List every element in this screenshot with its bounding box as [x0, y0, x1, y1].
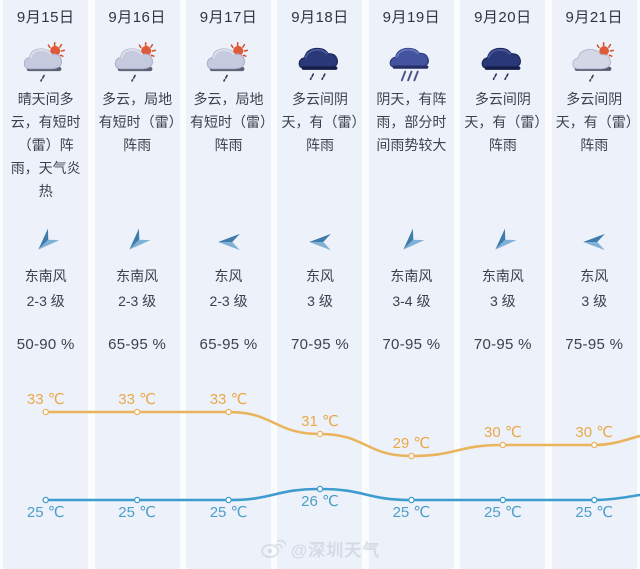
- low-temp-point: [133, 496, 141, 504]
- sun-cloud-shower-icon: [186, 36, 271, 88]
- wind-level-label: 3 级: [307, 293, 333, 309]
- low-temp-label: 25 ℃: [210, 504, 248, 521]
- high-temp-label: 33 ℃: [210, 391, 248, 408]
- day-column: 9月18日 多云间阴天，有（雷）阵雨 东风 3 级 70-95 %: [277, 0, 363, 569]
- day-column: 9月20日 多云间阴天，有（雷）阵雨 东南风 3 级 70-95 %: [460, 0, 546, 569]
- date-label: 9月21日: [565, 9, 624, 26]
- low-temp-point: [591, 496, 598, 504]
- high-temp-label: 33 ℃: [27, 391, 65, 408]
- weather-description: 多云间阴天，有（雷）阵雨: [464, 91, 542, 153]
- wind-arrow-east-icon: [277, 228, 362, 256]
- high-temp-point: [42, 408, 49, 416]
- weather-description: 多云，局地有短时（雷）阵雨: [190, 91, 268, 153]
- date-label: 9月15日: [16, 9, 75, 26]
- low-temp-point: [499, 496, 507, 504]
- high-temp-label: 30 ℃: [484, 424, 522, 441]
- wind-arrow-southeast-icon: [3, 228, 88, 256]
- high-temp-label: 29 ℃: [393, 435, 431, 452]
- dark-cloud-shower-icon: [277, 36, 362, 88]
- wind-direction-label: 东南风: [390, 268, 433, 284]
- high-temp-point: [225, 408, 232, 416]
- sun-cloud-shower-icon: [3, 36, 88, 88]
- high-temp-point: [316, 430, 324, 438]
- sun-cloud-light-shower-icon: [552, 36, 637, 88]
- high-temp-point: [408, 452, 415, 460]
- wind-direction-label: 东南风: [481, 268, 524, 284]
- day-column: 9月17日 多云，局地有短时（雷）阵雨 东风 2-3 级 65-95 %: [186, 0, 272, 569]
- humidity-range-label: 70-95 %: [382, 336, 441, 353]
- low-temp-label: 25 ℃: [393, 504, 431, 521]
- low-temp-point: [42, 496, 49, 504]
- wind-direction-label: 东风: [580, 268, 609, 284]
- day-column: 9月16日 多云，局地有短时（雷）阵雨 东南风 2-3 级 65-95 %: [94, 0, 180, 569]
- humidity-range-label: 70-95 %: [473, 336, 532, 353]
- weather-description: 多云，局地有短时（雷）阵雨: [98, 91, 176, 153]
- high-temp-label: 30 ℃: [575, 424, 613, 441]
- low-temp-label: 25 ℃: [27, 504, 65, 521]
- wind-direction-label: 东风: [214, 268, 243, 284]
- weather-description: 多云间阴天，有（雷）阵雨: [555, 91, 633, 153]
- low-temp-point: [408, 496, 415, 504]
- high-temp-point: [591, 441, 598, 449]
- date-label: 9月20日: [474, 9, 532, 26]
- wind-level-label: 2-3 级: [26, 293, 65, 309]
- weather-description: 晴天间多云，有短时（雷）阵雨，天气炎热: [10, 91, 81, 199]
- low-temp-label: 25 ℃: [575, 504, 613, 521]
- humidity-range-label: 75-95 %: [565, 336, 624, 353]
- day-column: 9月15日 晴天间多云，有短时（雷）阵雨，天气炎热 东南风 2-3 级 50-9…: [3, 0, 89, 569]
- humidity-range-label: 65-95 %: [108, 336, 167, 353]
- wind-arrow-east-icon: [186, 228, 271, 256]
- low-temp-label: 25 ℃: [484, 504, 522, 521]
- wind-level-label: 3 级: [489, 293, 516, 309]
- high-temp-line: [44, 410, 640, 458]
- day-column: 9月21日 多云间阴天，有（雷）阵雨 东风 3 级 75-95 %: [551, 0, 637, 569]
- date-label: 9月18日: [291, 9, 349, 26]
- weather-description: 阴天，有阵雨，部分时间雨势较大: [376, 91, 447, 153]
- wind-level-label: 3-4 级: [392, 293, 431, 309]
- weibo-icon: [260, 539, 286, 558]
- humidity-range-label: 65-95 %: [199, 336, 258, 353]
- dark-cloud-shower-icon: [460, 36, 545, 88]
- wind-arrow-southeast-icon: [369, 228, 454, 256]
- date-label: 9月17日: [199, 9, 258, 26]
- humidity-range-label: 70-95 %: [290, 336, 349, 353]
- temperature-trend-chart: 33 ℃ 33 ℃ 33 ℃ 31 ℃ 29 ℃ 30 ℃ 30 ℃ 25 ℃ 25 ℃ 25 ℃…: [27, 391, 640, 521]
- sun-cloud-shower-icon: [95, 36, 180, 88]
- high-temp-label: 31 ℃: [301, 413, 339, 430]
- watermark: @深圳天气: [0, 535, 640, 561]
- day-column: 9月19日 阴天，有阵雨，部分时间雨势较大 东南风 3-4 级 70-95 %: [368, 0, 454, 569]
- low-temp-label: 25 ℃: [118, 504, 156, 521]
- weather-description: 多云间阴天，有（雷）阵雨: [281, 91, 359, 153]
- low-temp-line: [44, 487, 640, 502]
- wind-level-label: 2-3 级: [209, 293, 248, 309]
- high-temp-point: [133, 408, 141, 416]
- low-temp-label: 26 ℃: [301, 493, 339, 510]
- wind-direction-label: 东南风: [116, 268, 159, 284]
- wind-arrow-southeast-icon: [460, 228, 545, 256]
- wind-arrow-southeast-icon: [95, 228, 180, 256]
- date-label: 9月19日: [382, 9, 441, 26]
- wind-direction-label: 东风: [305, 268, 334, 284]
- watermark-text: @深圳天气: [290, 540, 381, 560]
- high-temp-label: 33 ℃: [118, 391, 156, 408]
- wind-direction-label: 东南风: [24, 268, 67, 284]
- wind-arrow-east-icon: [552, 228, 637, 256]
- date-label: 9月16日: [108, 9, 166, 26]
- humidity-range-label: 50-90 %: [16, 336, 75, 353]
- wind-level-label: 3 级: [581, 293, 608, 309]
- low-temp-point: [225, 496, 232, 504]
- high-temp-point: [499, 441, 507, 449]
- wind-level-label: 2-3 级: [118, 293, 157, 309]
- cloud-heavy-rain-icon: [369, 36, 454, 88]
- low-temp-point: [316, 485, 324, 493]
